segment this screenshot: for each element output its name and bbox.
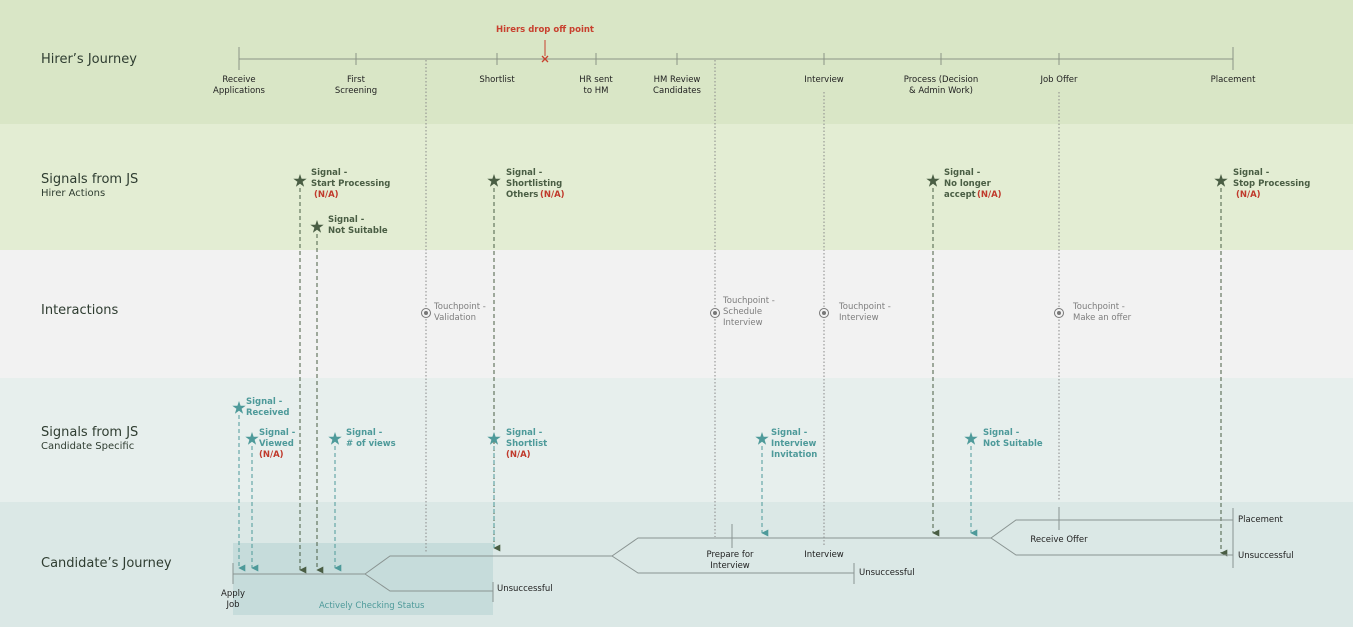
- band-title-hirer-journey: Hirer’s Journey: [41, 52, 137, 67]
- band-subtitle-hirer-actions: Hirer Actions: [41, 188, 106, 199]
- signal-shortlisting-others-na: (N/A): [540, 190, 565, 200]
- touchpoint-interview: Touchpoint - Interview: [839, 302, 891, 323]
- touchpoint-make-offer: Touchpoint - Make an offer: [1073, 302, 1132, 323]
- star-icon: [232, 401, 246, 414]
- candidate-journey-flow: [232, 507, 1234, 602]
- step-receive-applications: Receive Applications: [213, 75, 265, 96]
- cj-apply-job: Apply Job: [221, 589, 245, 610]
- step-interview: Interview: [804, 75, 844, 85]
- cj-unsuccessful-1: Unsuccessful: [497, 584, 553, 594]
- cj-interview: Interview: [804, 550, 844, 560]
- step-placement: Placement: [1210, 75, 1256, 85]
- star-icon: [487, 174, 501, 187]
- band-subtitle-candidate-specific: Candidate Specific: [41, 441, 135, 452]
- star-icon: [487, 432, 501, 445]
- step-process: Process (Decision & Admin Work): [903, 75, 979, 96]
- step-job-offer: Job Offer: [1040, 75, 1078, 85]
- candidate-signal-arrows: [238, 415, 978, 572]
- signal-not-suitable-candidate: Signal - Not Suitable: [983, 428, 1043, 449]
- signal-stop-processing-na: (N/A): [1236, 190, 1261, 200]
- hirer-signal-arrows: [299, 188, 1228, 574]
- touchpoint-circles: [421, 308, 1064, 318]
- signal-viewed-na: (N/A): [259, 450, 284, 460]
- hirer-signal-stars: [293, 174, 1228, 233]
- touchpoint-schedule-interview: Touchpoint - Schedule Interview: [723, 296, 775, 328]
- signal-stop-processing: Signal - Stop Processing: [1233, 168, 1311, 189]
- band-candidate-journey: [0, 502, 1353, 627]
- cj-prepare-interview: Prepare for Interview: [706, 550, 754, 571]
- signal-shortlist-candidate: Signal - Shortlist: [506, 428, 548, 449]
- star-icon: [328, 432, 342, 445]
- band-title-signals-candidate: Signals from JS: [41, 425, 139, 440]
- step-hr-sent: HR sent to HM: [579, 75, 613, 96]
- star-icon: [1214, 174, 1228, 187]
- band-interactions: [0, 250, 1353, 378]
- drop-off-marker: [541, 40, 549, 63]
- star-icon: [293, 174, 307, 187]
- band-title-signals-hirer: Signals from JS: [41, 172, 139, 187]
- touchpoint-validation: Touchpoint - Validation: [434, 302, 486, 323]
- cj-unsuccessful-3: Unsuccessful: [1238, 551, 1294, 561]
- signal-number-of-views: Signal - # of views: [346, 428, 396, 449]
- signal-received: Signal - Received: [246, 397, 290, 418]
- step-hm-review: HM Review Candidates: [653, 75, 701, 96]
- star-icon: [755, 432, 769, 445]
- signal-shortlist-candidate-na: (N/A): [506, 450, 531, 460]
- cj-actively-checking-status: Actively Checking Status: [319, 601, 425, 611]
- candidate-signal-stars: [232, 401, 978, 445]
- cj-placement: Placement: [1238, 515, 1283, 525]
- star-icon: [310, 220, 324, 233]
- drop-off-label: Hirers drop off point: [496, 25, 594, 35]
- band-signals-candidate: [0, 378, 1353, 502]
- cj-receive-offer: Receive Offer: [1030, 535, 1088, 545]
- signal-no-longer-accept-na: (N/A): [977, 190, 1002, 200]
- signal-interview-invitation: Signal - Interview Invitation: [771, 428, 818, 460]
- signal-start-processing: Signal - Start Processing: [311, 168, 391, 189]
- signal-viewed: Signal - Viewed: [259, 428, 296, 449]
- band-title-candidate-journey: Candidate’s Journey: [41, 556, 172, 571]
- star-icon: [245, 432, 259, 445]
- step-first-screening: First Screening: [334, 75, 378, 96]
- hirer-timeline: [238, 47, 1234, 70]
- checking-status-box: [233, 543, 493, 615]
- signal-no-longer-accept: Signal - No longer accept: [944, 168, 991, 200]
- star-icon: [964, 432, 978, 445]
- signal-shortlisting-others: Signal - Shortlisting Others: [506, 168, 563, 200]
- signal-not-suitable-hirer: Signal - Not Suitable: [328, 215, 388, 236]
- step-shortlist: Shortlist: [479, 75, 515, 85]
- touchpoint-lines: [425, 60, 1060, 552]
- cj-unsuccessful-2: Unsuccessful: [859, 568, 915, 578]
- star-icon: [926, 174, 940, 187]
- signal-start-processing-na: (N/A): [314, 190, 339, 200]
- band-title-interactions: Interactions: [41, 303, 119, 318]
- band-signals-hirer: [0, 124, 1353, 250]
